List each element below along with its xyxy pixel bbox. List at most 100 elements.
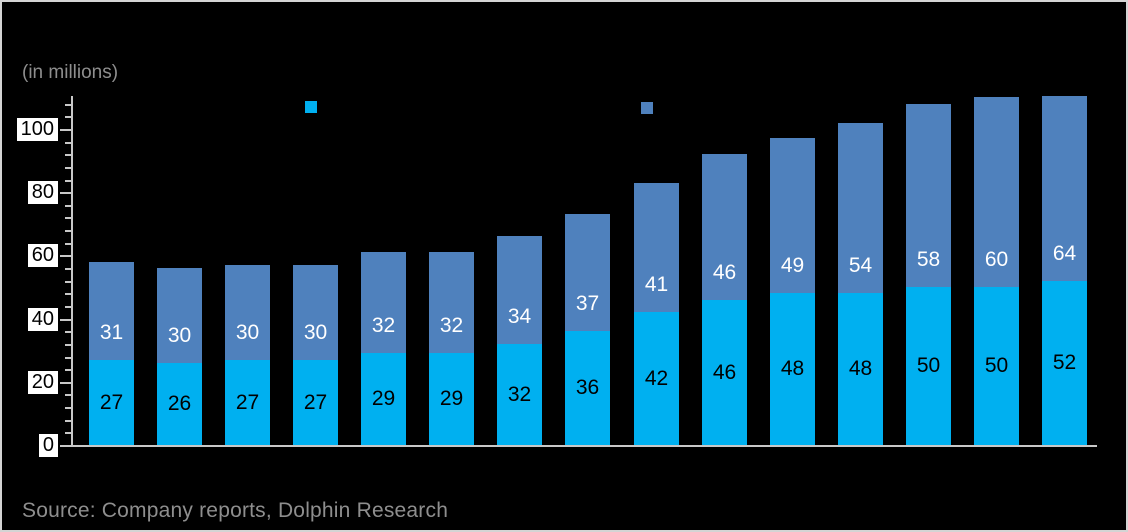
top-segment: 30 — [293, 265, 338, 360]
bottom-segment-value: 50 — [984, 354, 1009, 377]
y-minor-tick — [65, 217, 71, 219]
y-tick-label-text: 0 — [38, 434, 58, 457]
stacked-bar: 49 48 — [770, 138, 815, 445]
y-major-tick — [60, 255, 71, 257]
top-segment: 31 — [89, 262, 134, 360]
y-tick-label: 80 — [2, 181, 58, 204]
y-axis-line — [71, 96, 73, 447]
y-minor-tick — [65, 432, 71, 434]
stacked-bar: 30 27 — [293, 265, 338, 445]
top-segment-value: 30 — [235, 321, 260, 344]
x-axis-line — [71, 445, 1097, 447]
bottom-segment-value: 29 — [371, 387, 396, 410]
y-minor-tick — [65, 407, 71, 409]
top-segment: 60 — [974, 97, 1019, 287]
bottom-segment: 50 — [974, 287, 1019, 445]
bottom-segment-value: 42 — [644, 366, 669, 390]
top-segment-value: 49 — [780, 254, 805, 277]
bottom-segment: 50 — [906, 287, 951, 445]
stacked-bar: 31 27 — [89, 262, 134, 445]
legend-swatch-series1 — [305, 101, 317, 113]
stacked-bar: 30 27 — [225, 265, 270, 445]
y-tick-label: 20 — [2, 371, 58, 394]
top-segment-value: 41 — [644, 273, 669, 296]
y-tick-label: 60 — [2, 244, 58, 267]
stacked-bar: 34 32 — [497, 236, 542, 445]
bottom-segment: 48 — [770, 293, 815, 445]
bottom-segment-value: 27 — [235, 390, 260, 414]
y-tick-label-text: 60 — [27, 244, 58, 267]
y-tick-label-text: 20 — [27, 371, 58, 394]
stacked-bar: 30 26 — [157, 268, 202, 445]
top-segment: 32 — [429, 252, 474, 353]
bottom-segment: 29 — [361, 353, 406, 445]
bottom-segment-value: 48 — [848, 357, 873, 380]
top-segment-value: 60 — [984, 248, 1009, 271]
source-label: Source: Company reports, Dolphin Researc… — [22, 499, 449, 522]
bottom-segment-value: 32 — [507, 382, 532, 406]
top-segment: 49 — [770, 138, 815, 293]
bottom-segment: 48 — [838, 293, 883, 445]
bottom-segment: 32 — [497, 344, 542, 445]
top-segment: 37 — [565, 214, 610, 331]
top-segment: 41 — [634, 183, 679, 312]
bottom-segment-value: 50 — [916, 354, 941, 377]
stacked-bar: 64 52 — [1042, 96, 1087, 445]
y-major-tick — [60, 445, 71, 447]
y-minor-tick — [65, 230, 71, 232]
bottom-segment-value: 26 — [167, 392, 192, 415]
y-tick-label-text: 100 — [16, 118, 58, 141]
y-tick-label: 100 — [2, 118, 58, 141]
top-segment-value: 54 — [848, 254, 873, 277]
top-segment-value: 31 — [99, 321, 124, 344]
legend-swatch-series2 — [641, 102, 653, 114]
top-segment-value: 37 — [575, 292, 600, 315]
y-major-tick — [60, 382, 71, 384]
top-segment-value: 64 — [1052, 242, 1077, 265]
bottom-segment: 27 — [89, 360, 134, 445]
top-segment: 64 — [1042, 96, 1087, 281]
bottom-segment-value: 52 — [1052, 351, 1077, 374]
y-tick-label: 0 — [2, 434, 58, 457]
y-minor-tick — [65, 154, 71, 156]
bottom-segment-value: 29 — [439, 387, 464, 410]
stacked-bar: 46 46 — [702, 154, 747, 445]
y-minor-tick — [65, 268, 71, 270]
top-segment: 30 — [157, 268, 202, 363]
y-major-tick — [60, 129, 71, 131]
bottom-segment: 29 — [429, 353, 474, 445]
stacked-bar: 37 36 — [565, 214, 610, 445]
y-minor-tick — [65, 243, 71, 245]
y-minor-tick — [65, 420, 71, 422]
y-minor-tick — [65, 344, 71, 346]
y-minor-tick — [65, 357, 71, 359]
bottom-segment: 36 — [565, 331, 610, 445]
y-minor-tick — [65, 331, 71, 333]
top-segment: 34 — [497, 236, 542, 344]
units-label: (in millions) — [22, 62, 119, 83]
stacked-bar: 60 50 — [974, 97, 1019, 445]
bottom-segment: 27 — [293, 360, 338, 445]
y-minor-tick — [65, 104, 71, 106]
y-minor-tick — [65, 369, 71, 371]
top-segment: 30 — [225, 265, 270, 360]
y-minor-tick — [65, 116, 71, 118]
bottom-segment: 27 — [225, 360, 270, 445]
stacked-bar: 32 29 — [429, 252, 474, 445]
stacked-bar: 32 29 — [361, 252, 406, 445]
top-segment-value: 30 — [303, 321, 328, 344]
bottom-segment-value: 27 — [99, 390, 124, 414]
y-minor-tick — [65, 293, 71, 295]
y-tick-label-text: 40 — [27, 308, 58, 331]
bottom-segment: 46 — [702, 300, 747, 445]
y-minor-tick — [65, 394, 71, 396]
y-minor-tick — [65, 167, 71, 169]
top-segment-value: 30 — [167, 324, 192, 347]
top-segment: 46 — [702, 154, 747, 300]
bottom-segment: 42 — [634, 312, 679, 445]
top-segment: 32 — [361, 252, 406, 353]
stacked-bar: 41 42 — [634, 183, 679, 445]
y-major-tick — [60, 192, 71, 194]
